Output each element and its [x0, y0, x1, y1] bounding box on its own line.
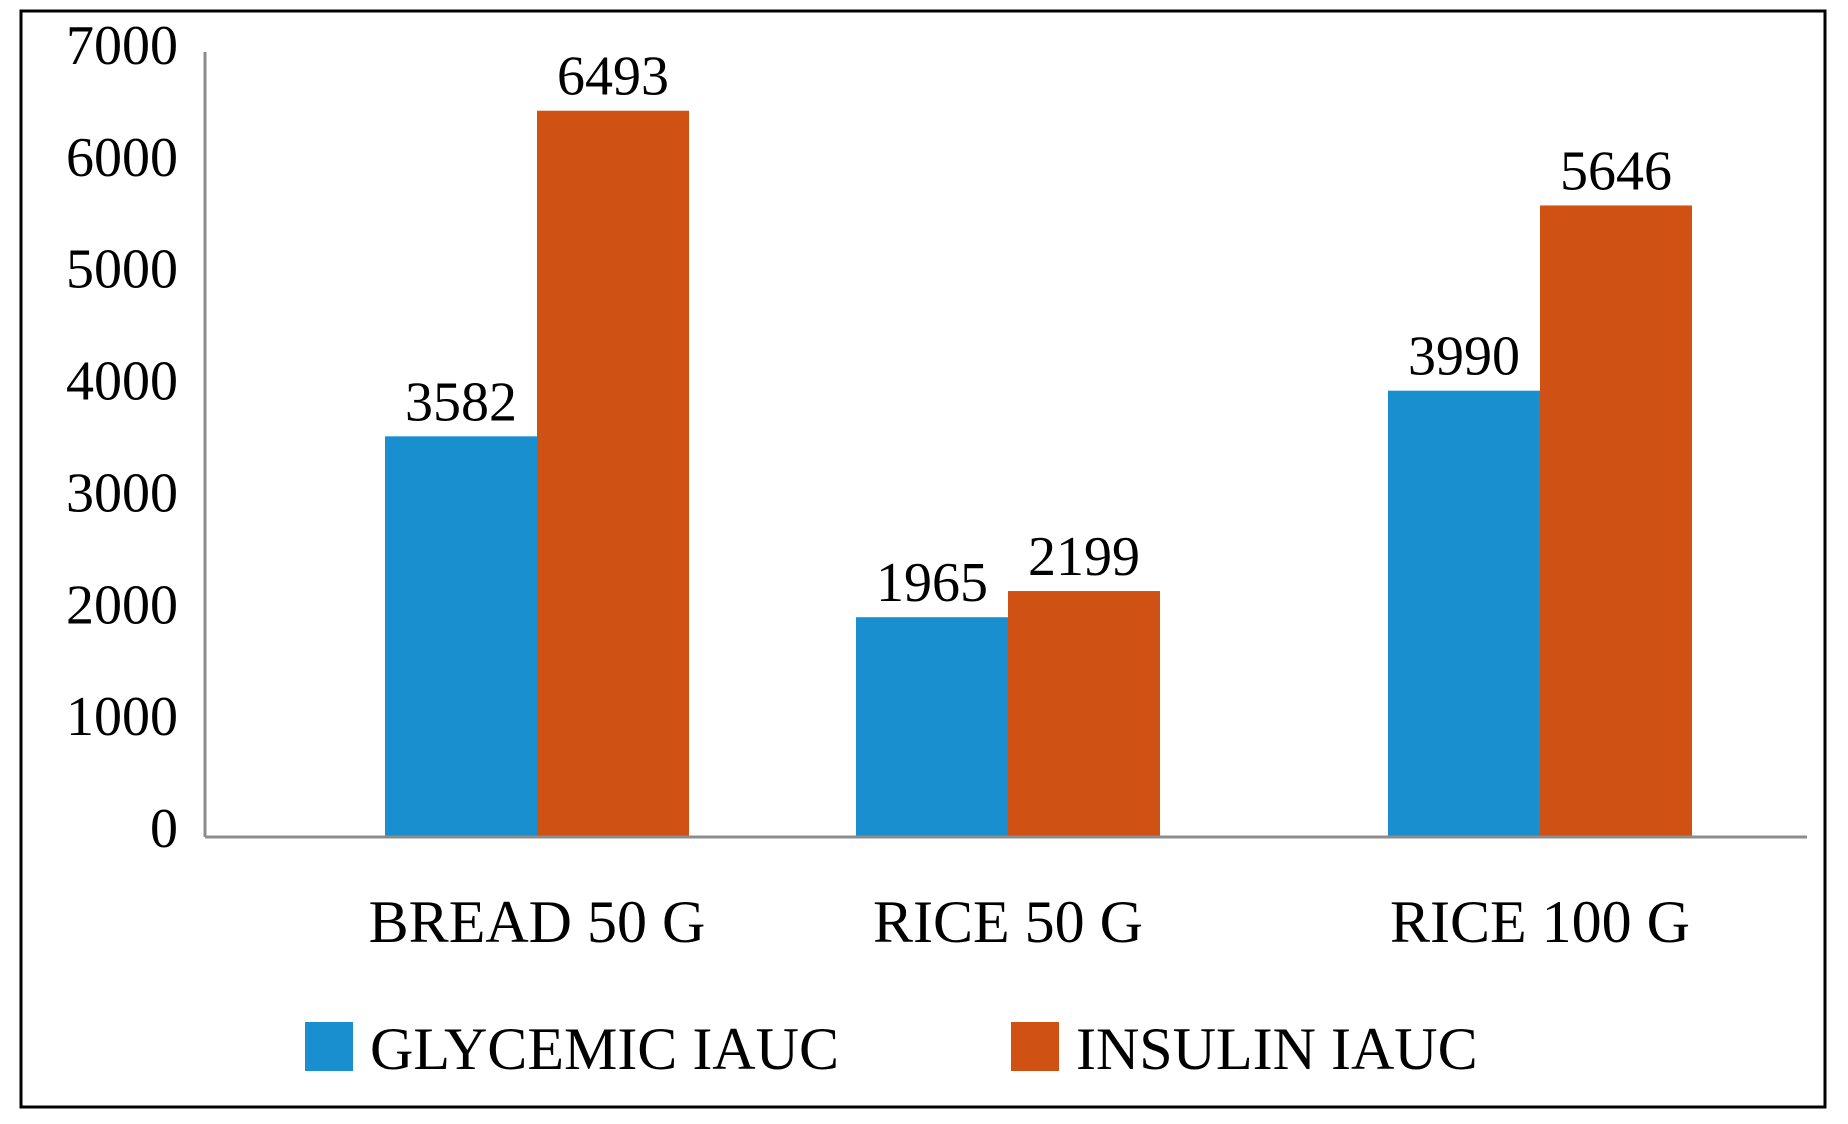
- bar-glycemic-2: [1388, 390, 1540, 837]
- legend-swatch: [305, 1022, 353, 1071]
- y-tick-labels: 0 1000 2000 3000 4000 5000 6000 7000: [66, 15, 178, 860]
- bar-insulin-2: [1540, 205, 1692, 837]
- y-tick-label: 7000: [66, 15, 178, 77]
- bar-glycemic-0: [385, 436, 537, 837]
- bar-insulin-1: [1008, 591, 1160, 837]
- y-tick-label: 2000: [66, 574, 178, 636]
- y-tick-label: 0: [150, 798, 178, 860]
- y-tick-label: 4000: [66, 351, 178, 413]
- data-label: 2199: [1028, 526, 1140, 588]
- data-label: 5646: [1560, 140, 1672, 202]
- data-label: 3582: [405, 371, 517, 433]
- data-label: 6493: [557, 46, 669, 108]
- legend-swatch: [1011, 1022, 1059, 1071]
- x-tick-labels: BREAD 50 G RICE 50 G RICE 100 G: [369, 889, 1690, 955]
- legend-label: INSULIN IAUC: [1076, 1016, 1478, 1082]
- y-tick-label: 6000: [66, 127, 178, 189]
- x-tick-label: RICE 100 G: [1390, 889, 1690, 955]
- y-tick-label: 3000: [66, 462, 178, 524]
- x-tick-label: RICE 50 G: [873, 889, 1143, 955]
- legend: GLYCEMIC IAUC INSULIN IAUC: [305, 1016, 1478, 1082]
- legend-item-insulin: INSULIN IAUC: [1011, 1016, 1478, 1082]
- bar-glycemic-1: [856, 617, 1008, 837]
- legend-item-glycemic: GLYCEMIC IAUC: [305, 1016, 839, 1082]
- bar-insulin-0: [537, 110, 689, 838]
- bars-layer: [385, 110, 1692, 838]
- legend-label: GLYCEMIC IAUC: [370, 1016, 839, 1082]
- data-label: 3990: [1408, 326, 1520, 388]
- data-labels: 3582 6493 1965 2199 3990 5646: [405, 46, 1672, 614]
- x-tick-label: BREAD 50 G: [369, 889, 706, 955]
- y-tick-label: 5000: [66, 239, 178, 301]
- y-tick-label: 1000: [66, 686, 178, 748]
- data-label: 1965: [876, 552, 988, 614]
